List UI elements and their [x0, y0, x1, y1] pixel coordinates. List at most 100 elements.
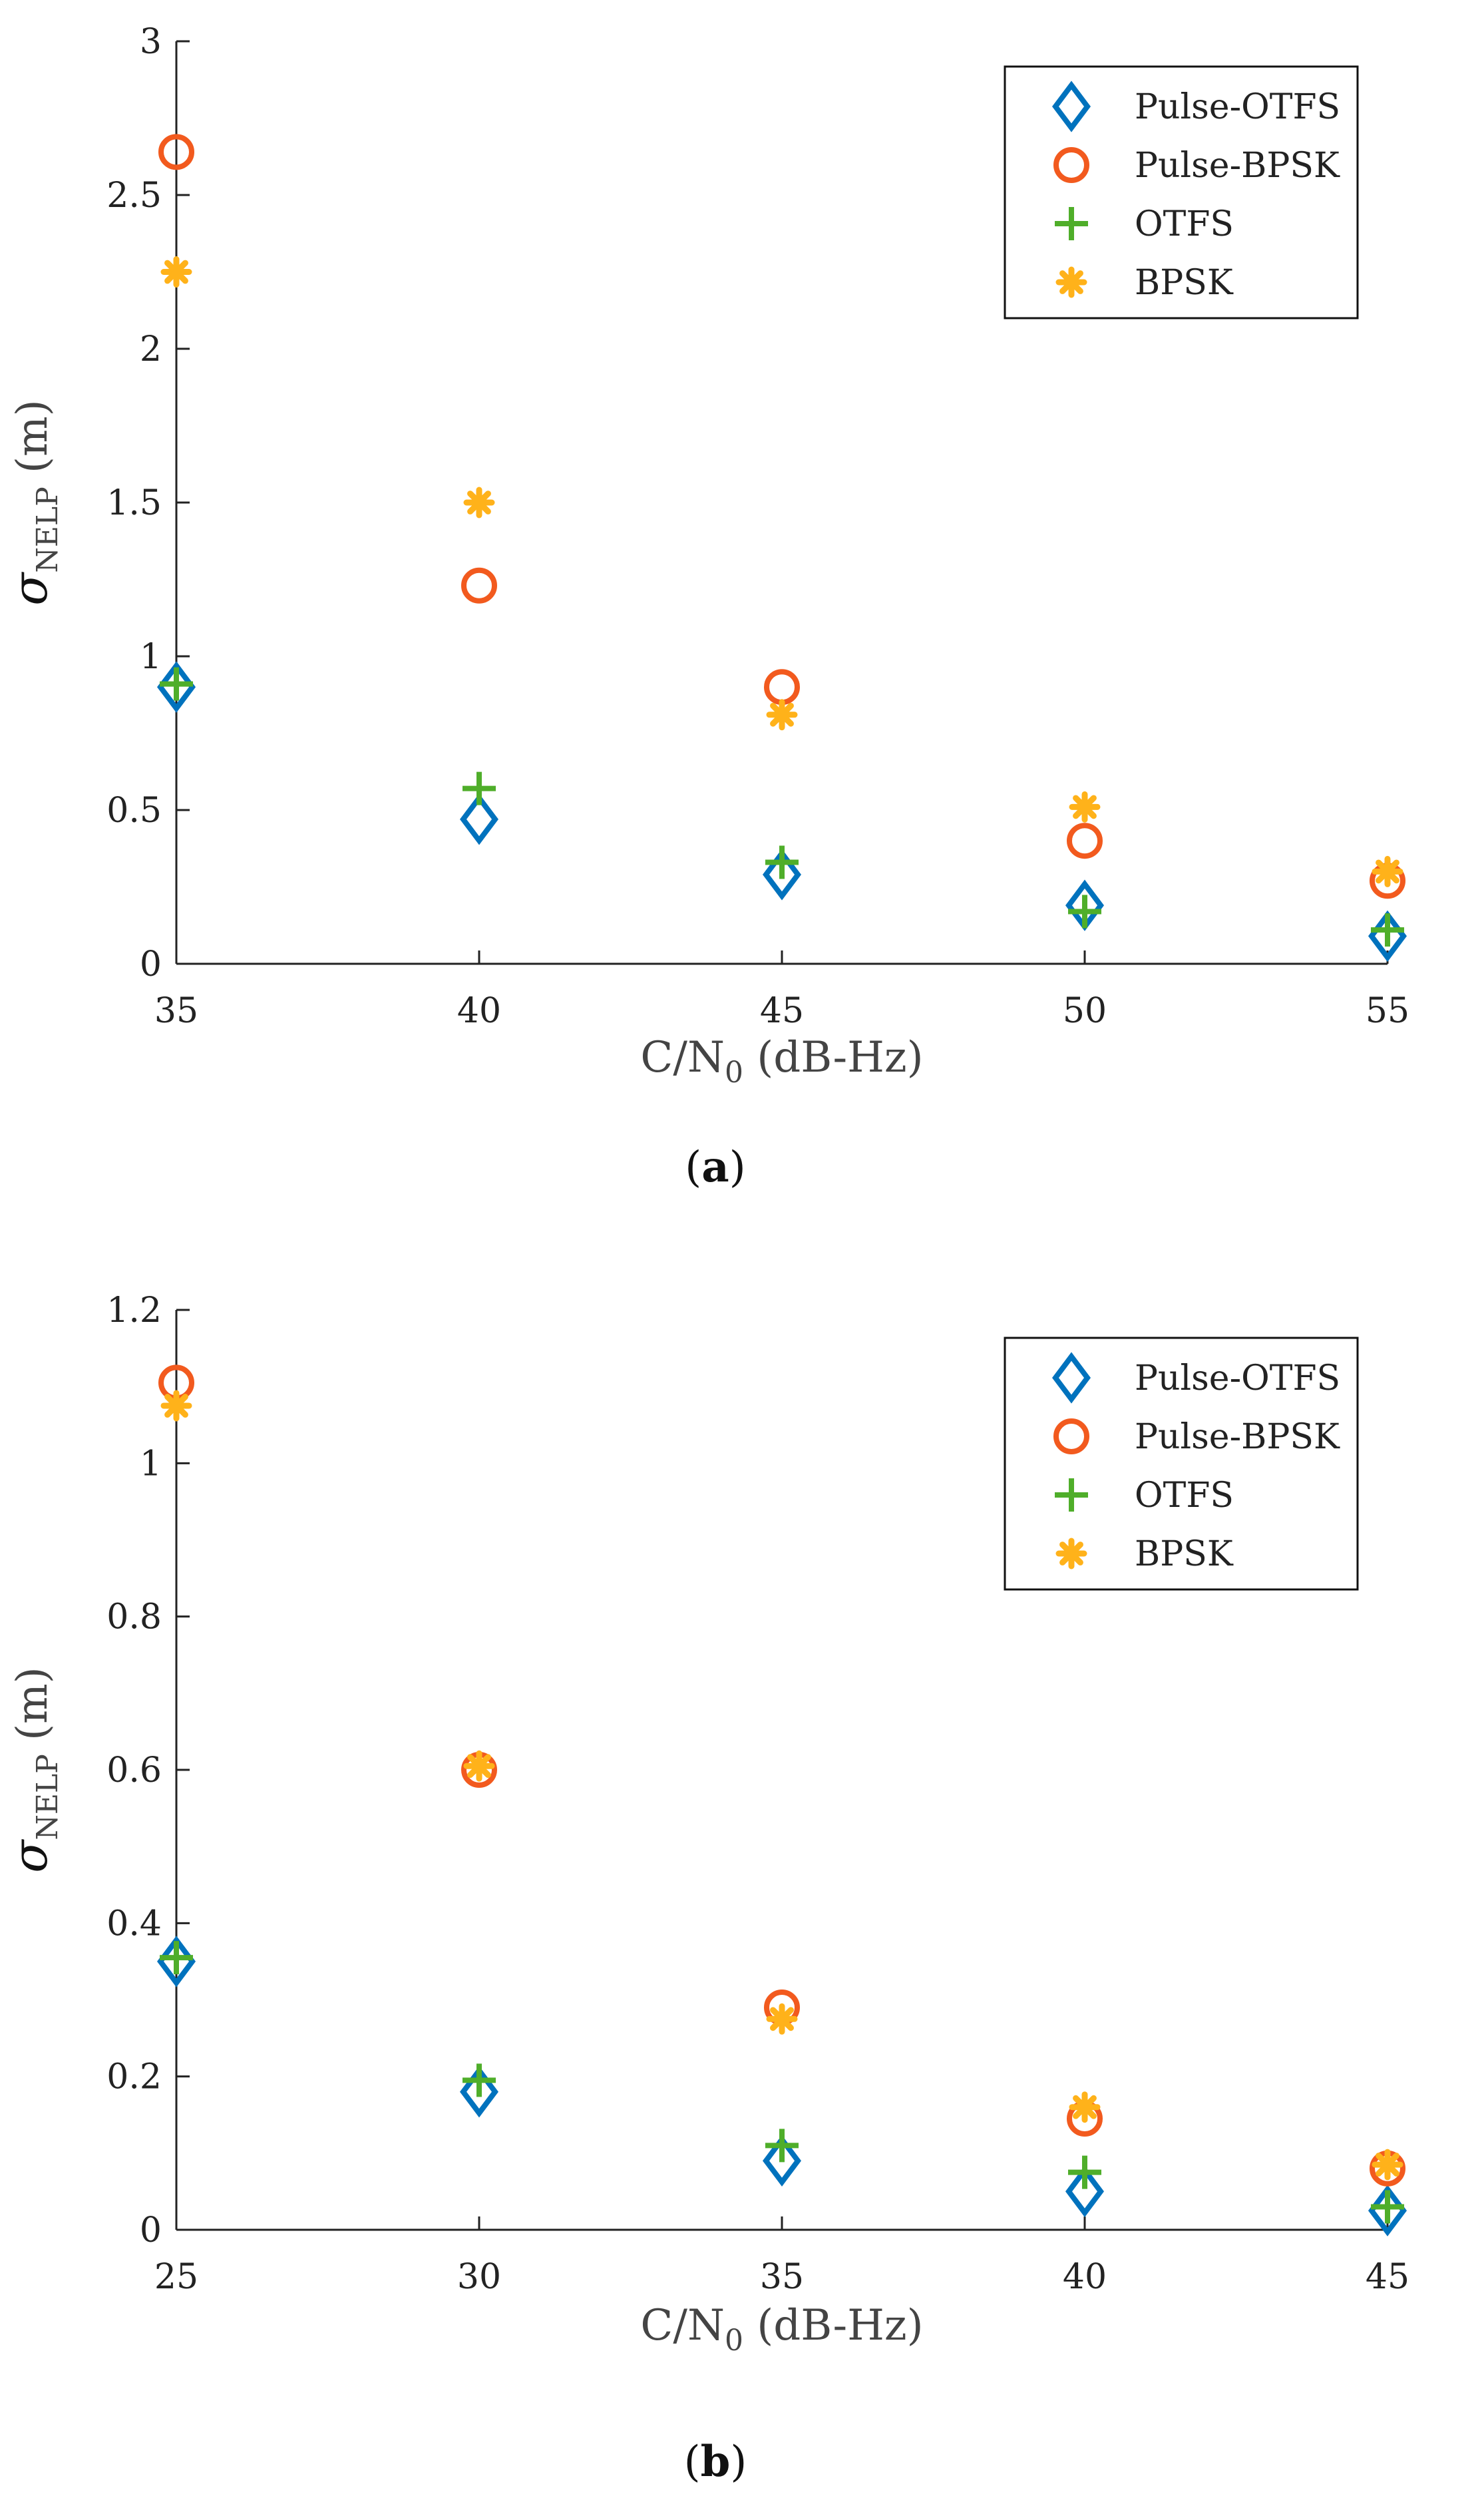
legend-label: BPSK: [1135, 263, 1234, 303]
legend-item: Pulse-OTFS: [1052, 81, 1340, 132]
asterisk-spoke: [1376, 859, 1399, 884]
data-point: [460, 2066, 498, 2118]
legend-label: OTFS: [1135, 1476, 1234, 1516]
data-point: [765, 845, 799, 879]
data-point: [766, 2003, 798, 2035]
diamond-shape: [1065, 2165, 1104, 2218]
x-tick-label: 35: [154, 991, 198, 1031]
circle-shape: [1053, 1418, 1089, 1454]
legend-label: Pulse-OTFS: [1135, 87, 1340, 127]
diamond-shape: [1052, 1352, 1091, 1404]
circle-shape: [1067, 823, 1103, 859]
data-point: [156, 661, 196, 713]
y-tick-label: 0: [140, 944, 162, 984]
data-point: [1372, 2149, 1403, 2181]
legend-item: OTFS: [1055, 1476, 1234, 1516]
panel-caption: (a): [685, 1142, 745, 1192]
diamond-shape: [1052, 81, 1091, 132]
asterisk-spoke: [164, 1394, 188, 1418]
chart-panel-a: 0 0.5 1 1.5 2 2.5 3 35 40 45 50 55 C/N0 (dB-Hz) σNELP…: [2, 22, 1409, 1192]
series-bpsk: [160, 256, 1403, 887]
legend: Pulse-OTFS Pulse-BPSK OTFS BPSK: [1004, 1337, 1359, 1591]
asterisk-spoke: [467, 491, 491, 515]
legend-item: BPSK: [1055, 263, 1234, 303]
diamond-shape: [763, 849, 801, 901]
data-point: [160, 667, 193, 701]
legend-marker: [1052, 1352, 1091, 1404]
circle-shape: [158, 134, 194, 170]
y-tick-label: 0.6: [106, 1751, 162, 1790]
data-point: [463, 2063, 496, 2097]
data-point: [463, 771, 496, 805]
asterisk-spoke: [1073, 2095, 1097, 2119]
data-point: [1069, 2091, 1101, 2123]
data-point: [158, 134, 194, 170]
legend-label: OTFS: [1135, 204, 1234, 244]
asterisk-spoke: [1376, 2153, 1399, 2177]
y-tick-label: 1: [140, 1444, 162, 1484]
y-tick-label: 0.8: [106, 1597, 162, 1637]
data-point: [765, 2129, 799, 2163]
y-tick-label: 1.5: [106, 483, 162, 523]
circle-shape: [1053, 147, 1089, 183]
data-point: [1069, 791, 1101, 823]
data-point: [763, 2135, 801, 2187]
y-tick-label: 1.2: [106, 1291, 162, 1331]
legend-item: Pulse-BPSK: [1053, 1417, 1340, 1457]
legend: Pulse-OTFS Pulse-BPSK OTFS BPSK: [1004, 65, 1359, 319]
diamond-shape: [1368, 2185, 1407, 2236]
diamond-shape: [156, 661, 196, 713]
legend-item: OTFS: [1055, 204, 1234, 244]
asterisk-spoke: [1073, 795, 1097, 819]
data-point: [160, 1941, 193, 1975]
series-otfs: [160, 1941, 1404, 2224]
x-tick-label: 55: [1366, 991, 1409, 1031]
data-point: [463, 1750, 495, 1782]
asterisk-spoke: [467, 1754, 491, 1778]
y-axis-title: σNELP (m): [2, 399, 65, 606]
diamond-shape: [763, 2135, 801, 2187]
asterisk-spoke: [770, 2007, 794, 2031]
data-point: [1067, 823, 1103, 859]
y-tick-label: 0.5: [106, 791, 162, 831]
data-point: [463, 487, 495, 519]
asterisk-spoke: [1059, 1542, 1083, 1566]
x-tick-label: 25: [154, 2257, 198, 2297]
data-point: [1065, 2165, 1104, 2218]
data-point: [160, 1390, 192, 1422]
data-point: [764, 669, 800, 706]
data-point: [460, 793, 498, 845]
y-tick-label: 0.4: [106, 1904, 162, 1944]
legend-label: Pulse-BPSK: [1135, 146, 1340, 186]
x-axis-title: C/N0 (dB-Hz): [640, 2301, 923, 2358]
chart-panel-b: 0 0.2 0.4 0.6 0.8 1 1.2 25 30 35 40 45 C/N0 (dB-Hz) σ…: [2, 1291, 1409, 2487]
legend-marker: [1055, 207, 1088, 240]
data-point: [160, 256, 192, 288]
data-point: [157, 1936, 196, 1987]
data-point: [1068, 2155, 1101, 2189]
diamond-shape: [460, 793, 498, 845]
panel-caption: (b): [684, 2437, 747, 2487]
legend-item: Pulse-BPSK: [1053, 146, 1340, 186]
legend-marker: [1053, 1418, 1089, 1454]
series-pulse-otfs: [157, 1936, 1407, 2236]
data-point: [763, 849, 801, 901]
diamond-shape: [460, 2066, 498, 2118]
circle-shape: [461, 567, 497, 604]
y-tick-label: 1: [140, 637, 162, 677]
legend-item: BPSK: [1055, 1534, 1234, 1574]
data-point: [1371, 2190, 1404, 2224]
asterisk-spoke: [164, 260, 188, 284]
asterisk-spoke: [1059, 270, 1083, 294]
legend-marker: [1055, 1538, 1087, 1569]
asterisk-spoke: [770, 702, 794, 727]
data-point: [766, 699, 798, 731]
data-point: [1068, 895, 1101, 929]
diamond-shape: [157, 1936, 196, 1987]
legend-label: Pulse-OTFS: [1135, 1359, 1340, 1398]
y-tick-label: 2: [140, 329, 162, 369]
x-tick-label: 30: [457, 2257, 501, 2297]
data-point: [461, 567, 497, 604]
y-tick-label: 0.2: [106, 2057, 162, 2097]
data-point: [1368, 2185, 1407, 2236]
